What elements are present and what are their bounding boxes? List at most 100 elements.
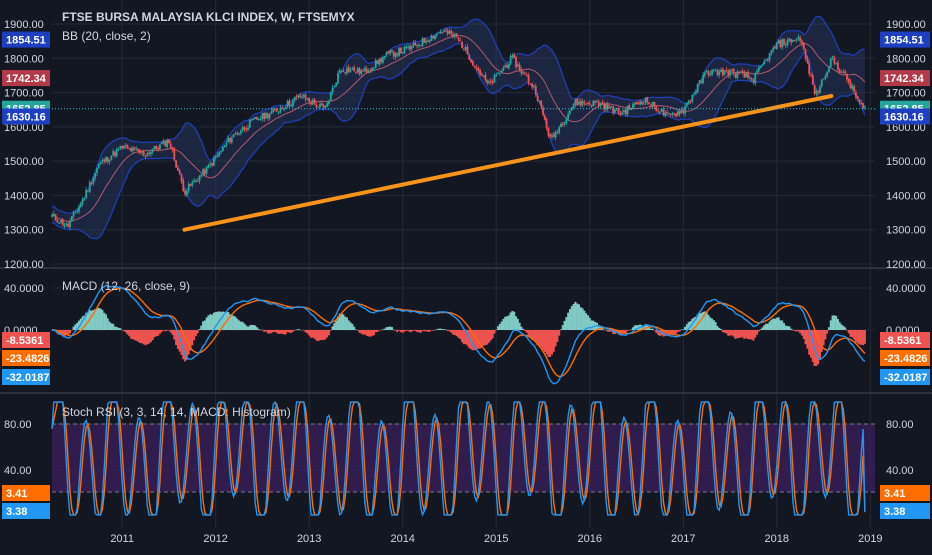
macd-histogram-bar	[238, 320, 241, 330]
macd-histogram-bar	[317, 330, 320, 342]
macd-histogram-bar	[603, 330, 606, 331]
candle-body	[687, 100, 690, 104]
macd-histogram-bar	[124, 330, 127, 333]
macd-histogram-bar	[160, 330, 163, 333]
candle-body	[274, 108, 276, 110]
macd-histogram-bar	[470, 330, 473, 350]
macd-histogram-bar	[655, 330, 658, 333]
price-badge: 1742.34	[6, 73, 47, 85]
macd-histogram-bar	[220, 311, 223, 330]
macd-histogram-bar	[658, 330, 661, 336]
candle-body	[448, 31, 451, 34]
stoch-badge: 3.41	[6, 488, 27, 500]
candle-body	[218, 151, 221, 156]
candle-body	[545, 118, 548, 128]
macd-histogram-bar	[347, 320, 350, 330]
candle-body	[367, 70, 370, 74]
macd-histogram-bar	[250, 324, 253, 330]
candle-body	[196, 180, 199, 182]
macd-histogram-bar	[292, 330, 295, 332]
price-pane[interactable]: FTSE BURSA MALAYSIA KLCI INDEX, W, FTSEM…	[51, 10, 875, 240]
macd-histogram-bar	[229, 314, 232, 330]
candle-body	[401, 52, 404, 54]
candle-body	[171, 147, 174, 150]
macd-histogram-bar	[311, 330, 314, 338]
candle-body	[79, 203, 82, 207]
macd-histogram-bar	[76, 322, 79, 330]
candle-body	[126, 145, 129, 149]
macd-histogram-bar	[757, 330, 760, 332]
macd-histogram-bar	[92, 309, 95, 330]
macd-histogram-bar	[592, 320, 595, 330]
macd-histogram-bar	[164, 330, 167, 332]
stoch-rsi-pane[interactable]: Stoch RSI (3, 3, 14, 14, MACD: Histogram…	[51, 400, 875, 517]
macd-histogram-bar	[808, 330, 811, 355]
macd-histogram-bar	[416, 330, 419, 332]
candle-body	[200, 175, 203, 177]
macd-histogram-bar	[806, 330, 809, 349]
macd-histogram-bar	[130, 330, 133, 339]
candle-body	[819, 86, 821, 93]
macd-histogram-bar	[750, 330, 753, 340]
trendline[interactable]	[182, 94, 834, 232]
macd-histogram-bar	[540, 330, 543, 348]
candle-body	[299, 95, 302, 98]
macd-histogram-bar	[694, 316, 697, 330]
candle-body	[63, 225, 66, 227]
macd-pane[interactable]: MACD (12, 26, close, 9)	[51, 279, 866, 385]
macd-histogram-bar	[360, 330, 363, 334]
candle-body	[612, 106, 615, 114]
candle-body	[781, 39, 784, 48]
macd-histogram-bar	[793, 330, 796, 331]
candle-body	[374, 59, 377, 68]
candle-body	[96, 168, 98, 174]
macd-histogram-bar	[648, 326, 651, 330]
candle-body	[455, 33, 458, 37]
candle-body	[225, 143, 228, 146]
macd-histogram-bar	[842, 325, 845, 330]
macd-histogram-bar	[633, 325, 636, 330]
price-badge-bg	[2, 70, 50, 87]
candle-body	[475, 66, 478, 68]
macd-histogram-bar	[595, 322, 598, 330]
candle-body	[236, 133, 239, 135]
candle-body	[326, 103, 329, 107]
candle-body	[331, 87, 334, 93]
candle-body	[103, 159, 106, 162]
macd-histogram-bar	[414, 330, 417, 332]
macd-histogram-bar	[234, 316, 237, 330]
candle-body	[391, 49, 393, 52]
candle-body	[180, 174, 183, 182]
macd-histogram-bar	[565, 317, 568, 330]
candle-body	[551, 135, 553, 137]
candle-body	[702, 75, 704, 84]
candle-body	[581, 101, 584, 105]
candle-body	[864, 106, 866, 108]
candle-body	[67, 224, 70, 227]
macd-histogram-bar	[333, 323, 336, 330]
candle-body	[815, 91, 818, 94]
candle-body	[239, 130, 242, 134]
time-axis[interactable]: 2011 2012 2013 2014 2015 2016 2017 2018 2019	[0, 528, 932, 550]
candle-body	[624, 109, 627, 115]
macd-histogram-bar	[318, 330, 321, 341]
candle-body	[150, 152, 152, 155]
candle-body	[232, 134, 235, 138]
price-tick-label: 1500.00	[886, 156, 926, 168]
price-tick-label: 1600.00	[886, 122, 926, 134]
macd-histogram-bar	[507, 315, 510, 330]
macd-histogram-bar	[529, 330, 532, 338]
macd-histogram-bar	[268, 330, 271, 334]
stoch-badge-bg	[880, 503, 930, 519]
macd-histogram-bar	[137, 330, 140, 342]
time-axis-label: 2019	[858, 533, 882, 545]
macd-histogram-bar	[189, 330, 192, 351]
macd-histogram-bar	[284, 330, 287, 335]
macd-histogram-bar	[608, 330, 611, 332]
candle-body	[732, 68, 735, 74]
macd-histogram-bar	[363, 330, 366, 335]
macd-histogram-bar	[232, 315, 235, 330]
price-tick-label: 1600.00	[4, 122, 44, 134]
